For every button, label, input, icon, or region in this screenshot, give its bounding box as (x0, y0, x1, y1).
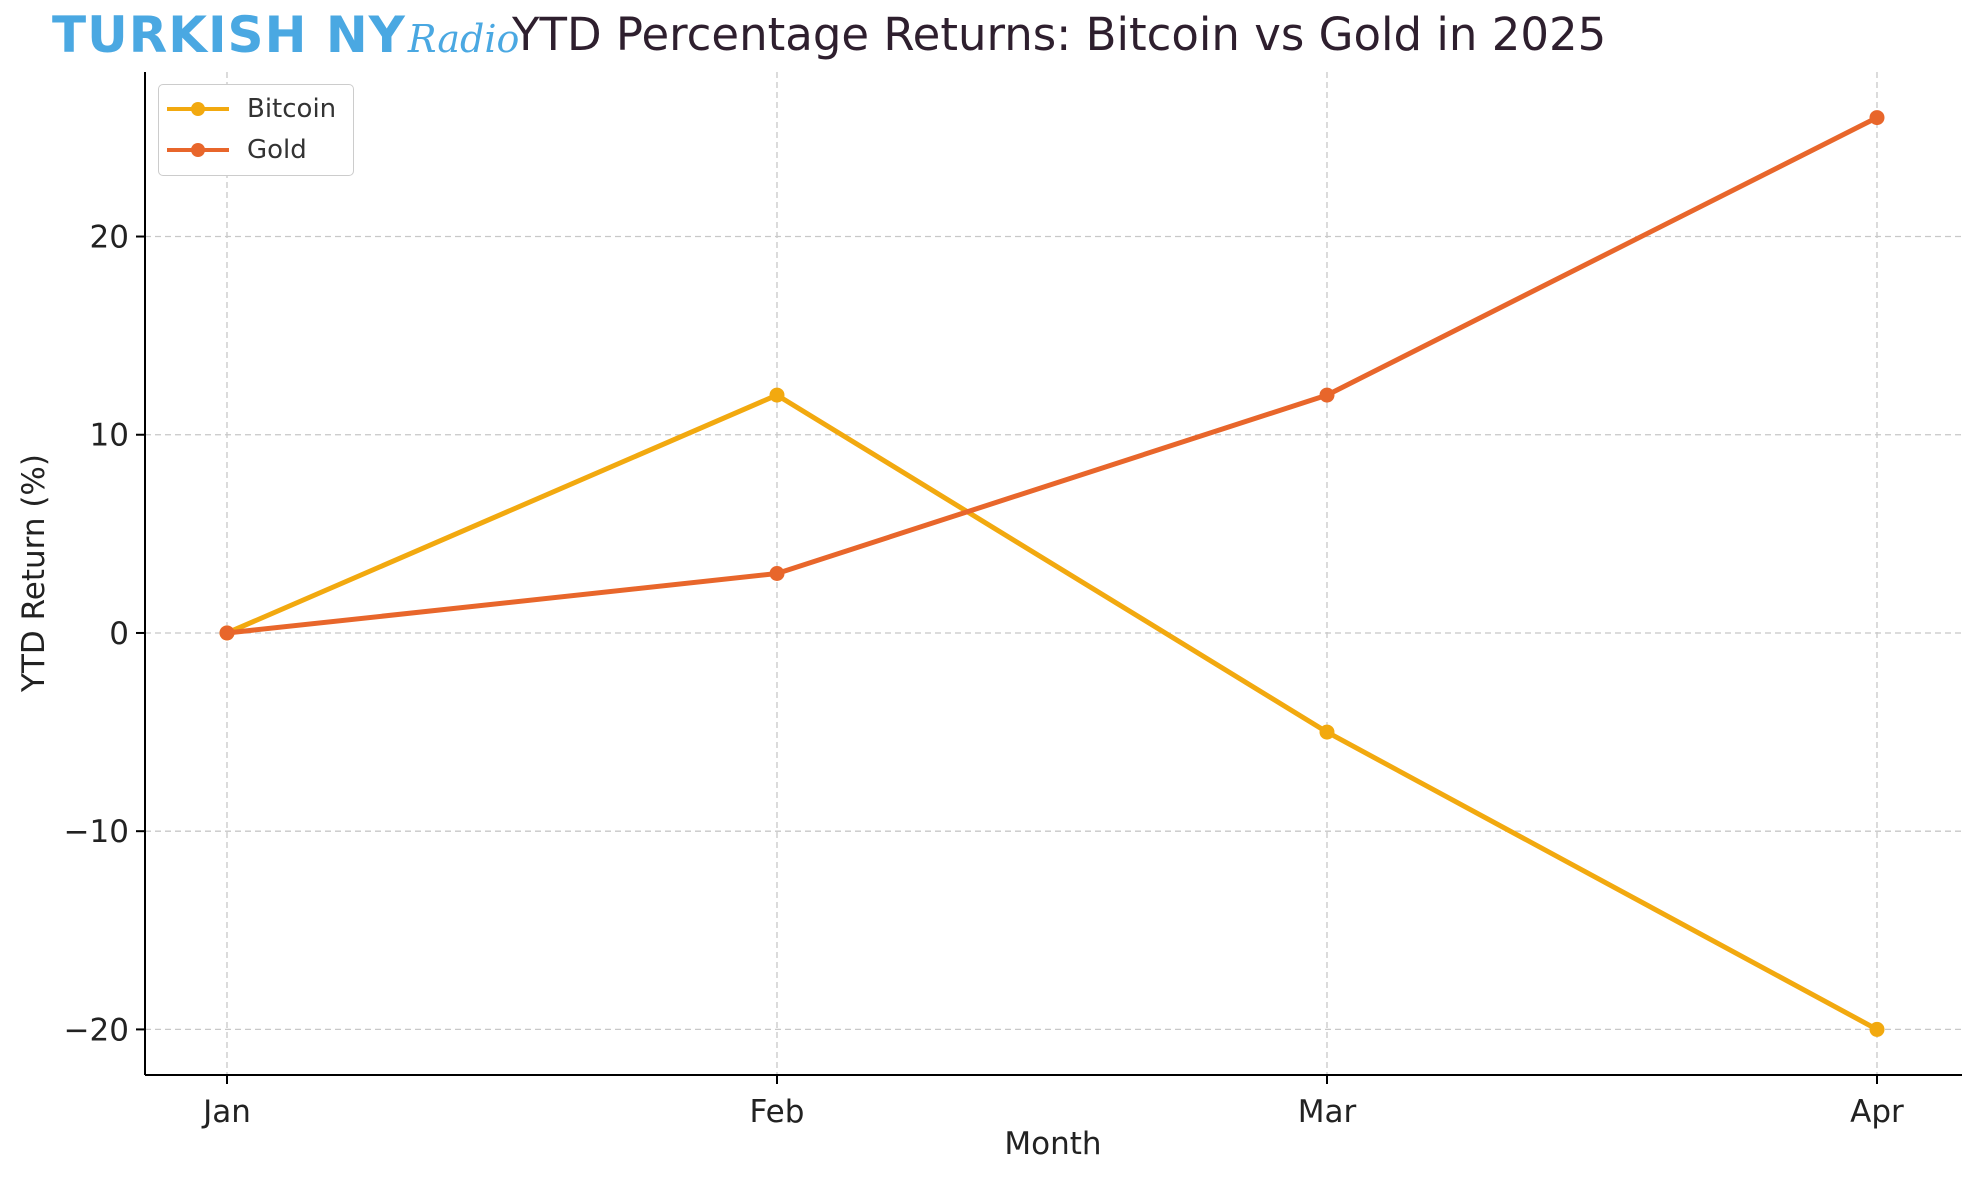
y-tick-label: −10 (64, 814, 129, 850)
x-tick-label: Apr (1850, 1094, 1904, 1130)
turkish-ny-radio-logo: TURKISH NY Radio (52, 6, 519, 76)
tick-labels: −20 −10 0 10 20 Jan Feb Mar Apr (64, 220, 1904, 1130)
x-axis-label: Month (1004, 1126, 1101, 1162)
axes (136, 72, 1962, 1084)
legend-marker-gold (191, 143, 205, 157)
y-tick-label: 10 (90, 418, 129, 454)
legend-item-bitcoin: Bitcoin (167, 92, 336, 126)
y-tick-label: 0 (109, 616, 129, 652)
data-point-bitcoin (1319, 724, 1335, 740)
x-tick-label: Jan (201, 1094, 251, 1130)
x-tick-label: Feb (750, 1094, 805, 1130)
logo-main-text: TURKISH NY (52, 6, 406, 64)
data-point-gold (769, 566, 785, 581)
y-tick-label: −20 (64, 1012, 129, 1048)
series-line-bitcoin (224, 392, 1880, 1032)
series-line-gold (224, 115, 1880, 636)
data-series (219, 110, 1885, 1037)
data-point-gold (219, 625, 235, 641)
legend-item-gold: Gold (167, 133, 307, 167)
legend-label-bitcoin: Bitcoin (247, 94, 337, 124)
chart-title: YTD Percentage Returns: Bitcoin vs Gold … (512, 8, 1607, 61)
data-point-bitcoin (769, 387, 785, 403)
legend: Bitcoin Gold (158, 84, 354, 176)
legend-marker-bitcoin (191, 102, 205, 116)
x-tick-label: Mar (1298, 1094, 1357, 1130)
data-point-gold (1869, 110, 1885, 126)
grid-lines (145, 72, 1962, 1075)
legend-line-bitcoin (167, 102, 229, 116)
legend-line-gold (167, 143, 229, 157)
series-gold (219, 110, 1885, 641)
data-point-bitcoin (1869, 1021, 1885, 1037)
data-point-gold (1319, 387, 1335, 403)
y-axis-label: YTD Return (%) (16, 454, 52, 693)
y-tick-label: 20 (90, 220, 129, 256)
logo-script-text: Radio (407, 17, 520, 61)
legend-label-gold: Gold (247, 135, 307, 165)
